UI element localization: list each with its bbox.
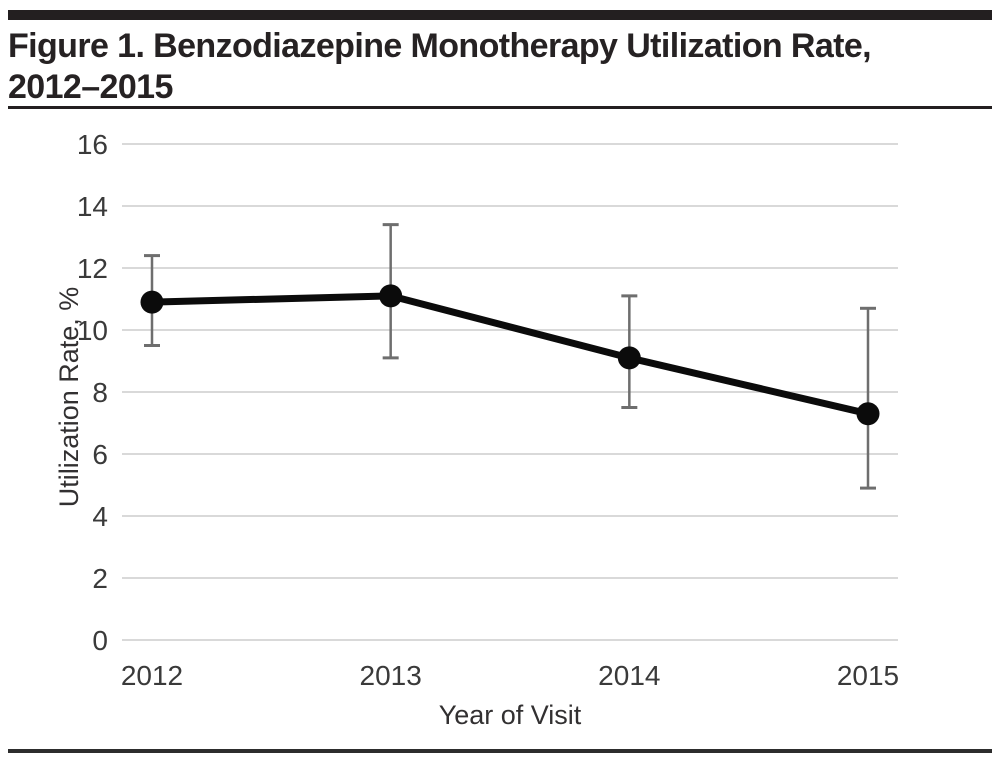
data-point-marker — [856, 402, 880, 426]
figure-title-line-1: Figure 1. Benzodiazepine Monotherapy Uti… — [8, 27, 872, 65]
y-tick-label: 4 — [92, 501, 108, 532]
y-tick-label: 2 — [92, 563, 108, 594]
y-tick-label: 12 — [77, 253, 108, 284]
x-tick-label: 2012 — [121, 660, 183, 691]
y-tick-label: 14 — [77, 191, 108, 222]
x-tick-label: 2013 — [360, 660, 422, 691]
figure-title-line-2: 2012–2015 — [8, 68, 173, 106]
figure-title: Figure 1. Benzodiazepine Monotherapy Uti… — [8, 26, 993, 108]
x-tick-label: 2014 — [598, 660, 660, 691]
y-tick-label: 6 — [92, 439, 108, 470]
data-point-marker — [140, 290, 164, 314]
y-tick-label: 10 — [77, 315, 108, 346]
bottom-rule — [8, 749, 992, 753]
x-axis-title: Year of Visit — [439, 700, 582, 730]
top-rule — [8, 10, 992, 20]
y-axis-title: Utilization Rate, % — [54, 287, 84, 508]
x-tick-label: 2015 — [837, 660, 899, 691]
y-tick-label: 0 — [92, 625, 108, 656]
title-divider — [8, 106, 992, 109]
data-point-marker — [379, 284, 403, 308]
y-tick-label: 8 — [92, 377, 108, 408]
data-line — [148, 292, 872, 418]
y-tick-label: 16 — [77, 129, 108, 160]
data-point-marker — [617, 346, 641, 370]
